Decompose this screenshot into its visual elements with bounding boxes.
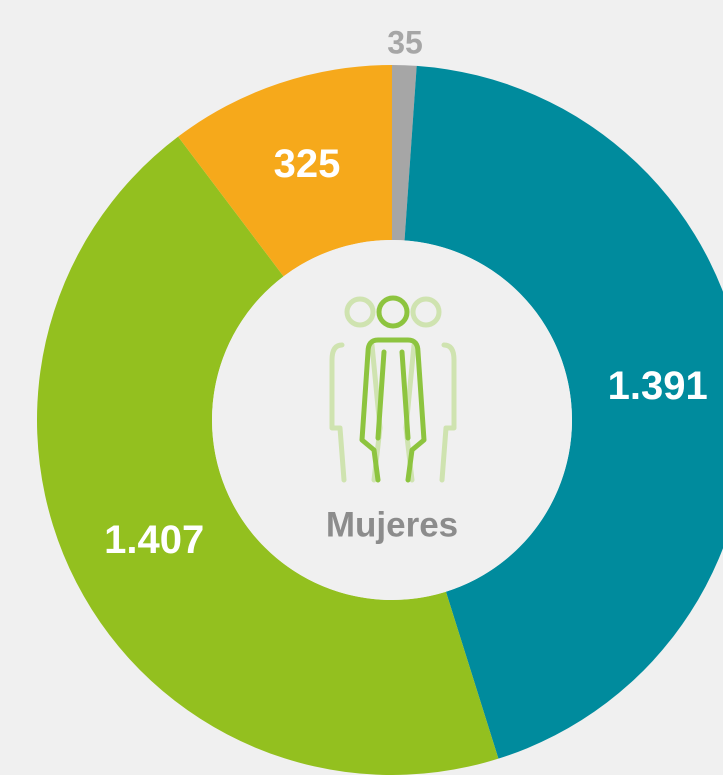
- slice: [178, 64, 392, 277]
- value-label: 1.407: [104, 518, 204, 562]
- people-icon: [329, 295, 457, 483]
- slice: [404, 65, 723, 759]
- value-label: 35: [387, 25, 423, 61]
- center-label: Mujeres: [326, 505, 458, 544]
- slice: [392, 65, 417, 241]
- value-label: 1.391: [608, 364, 708, 408]
- slice: [37, 136, 499, 775]
- slices: [37, 64, 723, 775]
- donut-hole: [212, 240, 572, 600]
- value-label: 325: [274, 142, 341, 186]
